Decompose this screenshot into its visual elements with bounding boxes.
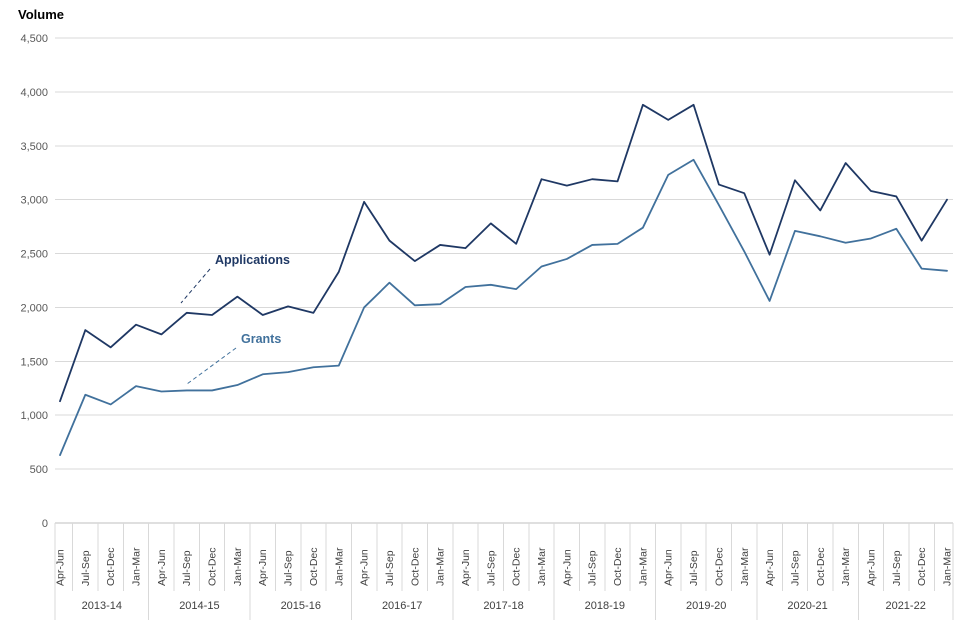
quarter-label: Jan-Mar xyxy=(333,547,345,586)
quarter-label: Jul-Sep xyxy=(80,550,92,586)
quarter-label: Oct-Dec xyxy=(713,547,725,586)
quarter-label: Jan-Mar xyxy=(536,547,548,586)
quarter-label: Oct-Dec xyxy=(207,547,219,586)
quarter-label: Jan-Mar xyxy=(840,547,852,586)
quarter-label: Apr-Jun xyxy=(663,549,675,586)
year-label: 2017-18 xyxy=(483,600,523,612)
quarter-label: Jul-Sep xyxy=(789,550,801,586)
year-label: 2014-15 xyxy=(179,600,219,612)
applications-leader-line xyxy=(180,268,211,304)
year-label: 2016-17 xyxy=(382,600,422,612)
quarter-label: Oct-Dec xyxy=(815,547,827,586)
quarter-label: Jul-Sep xyxy=(891,550,903,586)
quarter-label: Jul-Sep xyxy=(587,550,599,586)
quarter-label: Oct-Dec xyxy=(409,547,421,586)
y-tick-label: 2,500 xyxy=(20,249,48,261)
quarter-label: Jan-Mar xyxy=(739,547,751,586)
quarter-label: Apr-Jun xyxy=(764,549,776,586)
quarter-label: Apr-Jun xyxy=(156,549,168,586)
y-tick-label: 4,000 xyxy=(20,87,48,99)
y-tick-label: 1,000 xyxy=(20,410,48,422)
quarter-label: Oct-Dec xyxy=(916,547,928,586)
quarter-label: Jan-Mar xyxy=(131,547,143,586)
quarter-label: Apr-Jun xyxy=(257,549,269,586)
year-label: 2019-20 xyxy=(686,600,726,612)
year-label: 2020-21 xyxy=(787,600,827,612)
year-label: 2015-16 xyxy=(281,600,321,612)
year-label: 2021-22 xyxy=(885,600,925,612)
quarter-label: Oct-Dec xyxy=(511,547,523,586)
applications-line xyxy=(59,103,948,403)
quarter-label: Apr-Jun xyxy=(561,549,573,586)
quarter-label: Oct-Dec xyxy=(612,547,624,586)
quarter-label: Jul-Sep xyxy=(283,550,295,586)
quarter-label: Apr-Jun xyxy=(359,549,371,586)
y-tick-label: 500 xyxy=(30,464,48,476)
applications-label: Applications xyxy=(215,253,290,267)
quarter-label: Jan-Mar xyxy=(637,547,649,586)
quarter-label: Apr-Jun xyxy=(865,549,877,586)
year-label: 2018-19 xyxy=(585,600,625,612)
quarter-label: Jul-Sep xyxy=(181,550,193,586)
quarter-label: Jul-Sep xyxy=(688,550,700,586)
quarter-label: Oct-Dec xyxy=(308,547,320,586)
quarter-label: Apr-Jun xyxy=(55,549,67,586)
year-label: 2013-14 xyxy=(82,600,122,612)
quarter-label: Oct-Dec xyxy=(105,547,117,586)
y-tick-label: 0 xyxy=(42,518,48,530)
grants-label: Grants xyxy=(241,332,281,346)
y-tick-label: 2,000 xyxy=(20,302,48,314)
quarter-label: Jul-Sep xyxy=(384,550,396,586)
y-tick-label: 4,500 xyxy=(20,33,48,45)
y-tick-label: 1,500 xyxy=(20,356,48,368)
grants-line xyxy=(59,158,948,457)
y-axis-title: Volume xyxy=(18,7,64,22)
y-tick-label: 3,000 xyxy=(20,195,48,207)
quarter-label: Jan-Mar xyxy=(232,547,244,586)
quarter-label: Jul-Sep xyxy=(485,550,497,586)
grants-leader-line xyxy=(186,347,237,385)
quarter-label: Jan-Mar xyxy=(942,547,954,586)
quarter-label: Jan-Mar xyxy=(435,547,447,586)
quarter-label: Apr-Jun xyxy=(460,549,472,586)
y-tick-label: 3,500 xyxy=(20,141,48,153)
